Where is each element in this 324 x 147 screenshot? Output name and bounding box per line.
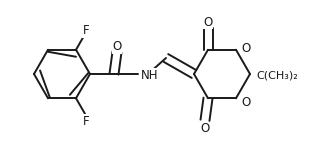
Text: O: O bbox=[203, 16, 213, 29]
Text: NH: NH bbox=[141, 69, 158, 82]
Text: O: O bbox=[112, 40, 122, 53]
Text: O: O bbox=[241, 42, 250, 55]
Text: F: F bbox=[83, 115, 89, 128]
Text: F: F bbox=[83, 24, 89, 37]
Text: C(CH₃)₂: C(CH₃)₂ bbox=[256, 70, 298, 80]
Text: O: O bbox=[200, 122, 210, 135]
Text: O: O bbox=[241, 96, 250, 109]
